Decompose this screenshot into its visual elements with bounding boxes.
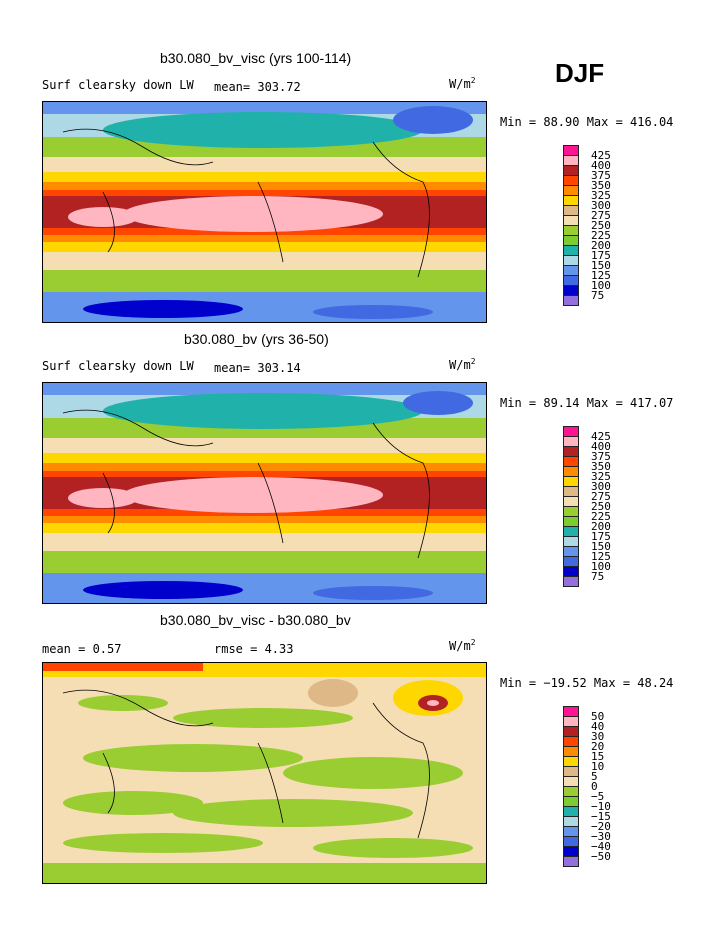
panel1-mean: mean= 303.72	[214, 80, 301, 94]
legend-label: 20	[591, 740, 605, 753]
panel2-mean: mean= 303.14	[214, 361, 301, 375]
legend-label: 175	[591, 249, 611, 262]
legend-label: 425	[591, 430, 611, 443]
panel3-units: W/m2	[449, 638, 476, 653]
legend-label: −50	[591, 850, 611, 863]
panel1-minmax: Min = 88.90 Max = 416.04	[500, 115, 674, 129]
legend-label: 350	[591, 460, 611, 473]
legend-label: 75	[591, 289, 605, 302]
panel3-mean: mean = 0.57	[42, 642, 122, 656]
legend-swatch	[563, 295, 579, 306]
legend-label: 250	[591, 219, 611, 232]
legend-label: −5	[591, 790, 605, 803]
legend-label: 400	[591, 440, 611, 453]
season-label: DJF	[555, 58, 605, 88]
legend-label: 225	[591, 229, 611, 242]
legend-label: 175	[591, 530, 611, 543]
legend-label: 300	[591, 199, 611, 212]
legend-label: 125	[591, 550, 611, 563]
legend-label: 400	[591, 159, 611, 172]
panel2-legend: 425 400 375 350 325 300 275 250 225 200 175 150 125 1…	[563, 426, 611, 587]
legend-label: 5	[591, 770, 598, 783]
panel1-title: b30.080_bv_visc (yrs 100-114)	[160, 50, 352, 66]
legend-label: 150	[591, 540, 611, 553]
legend-label: 225	[591, 510, 611, 523]
legend-label: 50	[591, 710, 605, 723]
legend-label: −10	[591, 800, 611, 813]
legend-label: 100	[591, 560, 611, 573]
panel1-units: W/m2	[449, 76, 476, 91]
legend-label: 325	[591, 189, 611, 202]
panel3-legend: 50 40 30 20 15 10 5 0 −5 −10 −15 −20 −30 −40 −50	[563, 706, 611, 867]
panel1-map-graphic	[43, 102, 486, 322]
panel2-title: b30.080_bv (yrs 36-50)	[184, 331, 329, 347]
legend-label: 100	[591, 279, 611, 292]
legend-label: 375	[591, 169, 611, 182]
legend-label: 375	[591, 450, 611, 463]
panel3-map	[42, 662, 487, 884]
panel1-map	[42, 101, 487, 323]
panel3-title: b30.080_bv_visc - b30.080_bv	[160, 612, 351, 628]
legend-label: 425	[591, 149, 611, 162]
legend-label: 200	[591, 239, 611, 252]
legend-label: 40	[591, 720, 605, 733]
panel2-units: W/m2	[449, 357, 476, 372]
legend-label: 325	[591, 470, 611, 483]
legend-label: 200	[591, 520, 611, 533]
legend-label: −40	[591, 840, 611, 853]
legend-swatch	[563, 576, 579, 587]
legend-label: −15	[591, 810, 611, 823]
panel3-map-graphic	[43, 663, 486, 883]
legend-label: 10	[591, 760, 605, 773]
panel2-map-graphic	[43, 383, 486, 603]
legend-label: 15	[591, 750, 605, 763]
legend-label: 300	[591, 480, 611, 493]
panel1-legend: 425 400 375 350 325 300 275 250 225 200 175 150 125 1…	[563, 145, 611, 306]
legend-label: 125	[591, 269, 611, 282]
legend-label: 275	[591, 490, 611, 503]
legend-label: 30	[591, 730, 605, 743]
panel3-rmse: rmse = 4.33	[214, 642, 294, 656]
legend-label: −30	[591, 830, 611, 843]
legend-label: 75	[591, 570, 605, 583]
panel2-map	[42, 382, 487, 604]
legend-label: 150	[591, 259, 611, 272]
legend-label: 250	[591, 500, 611, 513]
legend-label: 350	[591, 179, 611, 192]
legend-swatch	[563, 856, 579, 867]
panel3-minmax: Min = −19.52 Max = 48.24	[500, 676, 674, 690]
panel2-minmax: Min = 89.14 Max = 417.07	[500, 396, 674, 410]
legend-label: 0	[591, 780, 598, 793]
panel2-variable: Surf clearsky down LW	[42, 359, 194, 373]
legend-label: −20	[591, 820, 611, 833]
panel1-variable: Surf clearsky down LW	[42, 78, 194, 92]
legend-label: 275	[591, 209, 611, 222]
